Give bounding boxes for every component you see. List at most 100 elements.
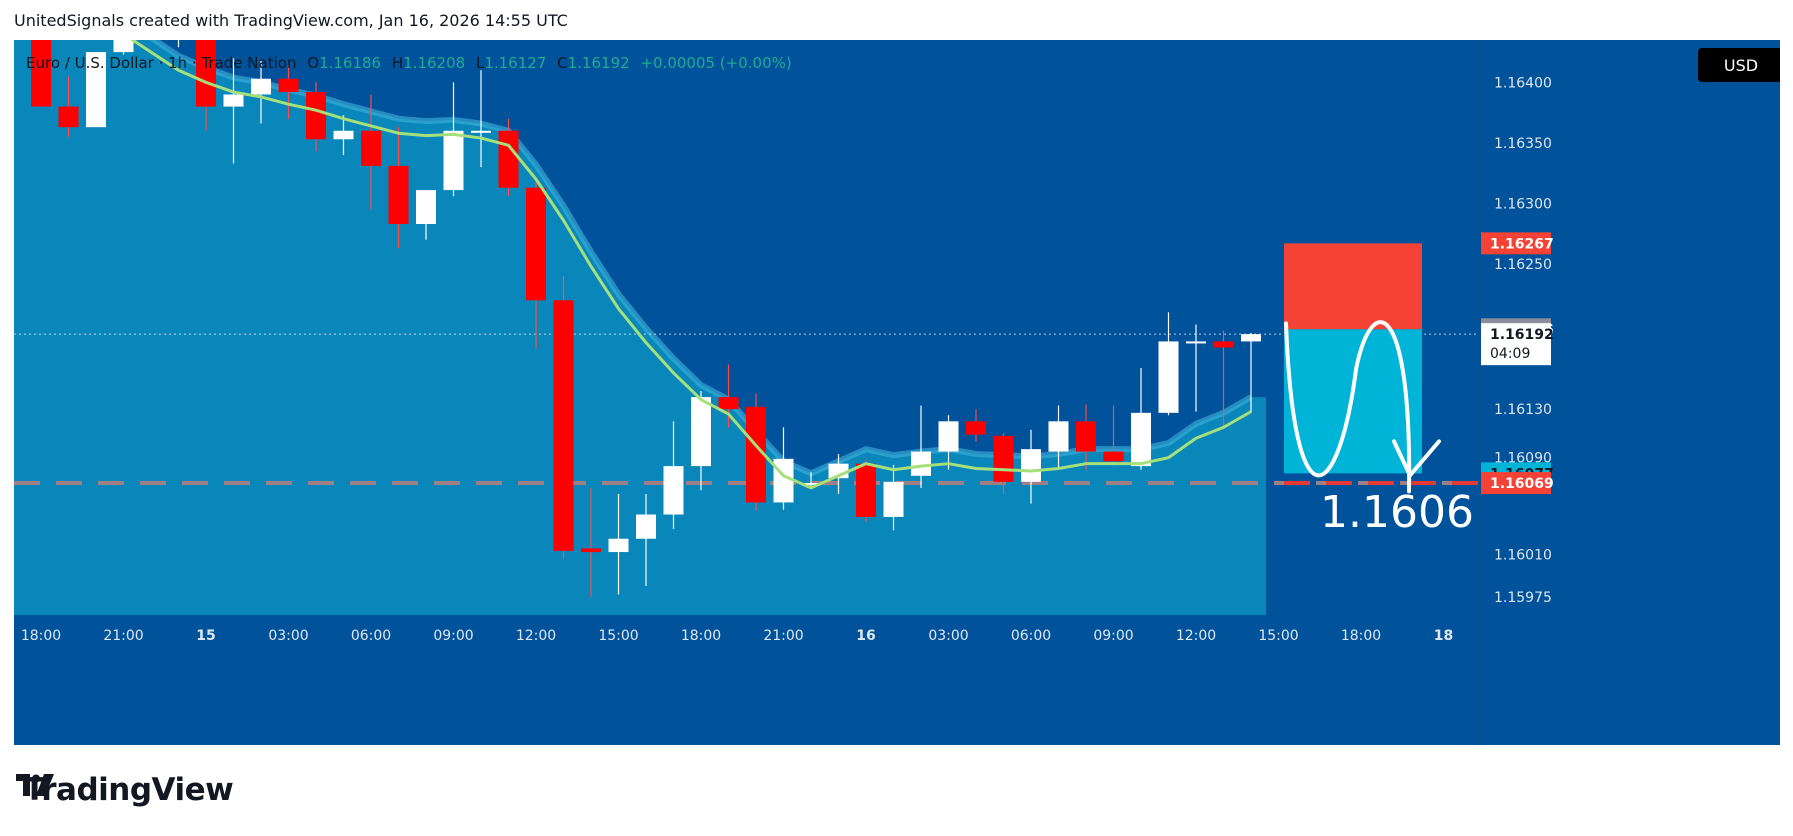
symbol-label: Euro / U.S. Dollar · 1h · Trade Nation: [26, 54, 297, 72]
x-tick-label: 12:00: [516, 628, 556, 644]
candle-35: [966, 409, 986, 442]
candle-body: [581, 548, 601, 553]
candle-body: [801, 483, 821, 486]
chart-header: UnitedSignals created with TradingView.c…: [14, 11, 568, 30]
candle-body: [993, 435, 1014, 482]
candle-44: [1213, 330, 1234, 427]
candle-4: [113, 40, 134, 55]
candle-19: [526, 181, 546, 349]
stop-price-label: 1.16267: [1481, 232, 1554, 255]
current-price-label-countdown: 04:09: [1490, 346, 1530, 362]
candle-43: [1186, 324, 1206, 412]
y-tick-label: 1.16130: [1494, 402, 1552, 418]
x-tick-label: 18:00: [681, 628, 721, 644]
candle-body: [608, 538, 629, 553]
change-value: +0.00005 (+0.00%): [640, 54, 792, 72]
ma-band-edge: [149, 40, 1253, 477]
candle-29: [801, 472, 821, 488]
candle-39: [1076, 404, 1096, 470]
candle-body: [663, 466, 684, 515]
candle-8: [223, 58, 244, 164]
candle-10: [278, 65, 299, 119]
x-tick-label: 06:00: [1011, 628, 1051, 644]
candle-body: [773, 458, 794, 503]
candle-32: [883, 464, 904, 531]
open-value: 1.16186: [319, 54, 382, 72]
open-label: O: [307, 54, 320, 72]
x-tick-label: 21:00: [103, 628, 143, 644]
candle-body: [361, 130, 381, 166]
x-tick-label: 03:00: [928, 628, 968, 644]
current-price-label-bg: [1481, 323, 1551, 366]
low-label: L: [475, 54, 485, 72]
candle-body: [966, 421, 986, 435]
moving-average-line: [129, 40, 1252, 490]
candle-body: [31, 40, 51, 107]
candle-body: [306, 92, 326, 140]
candle-body: [1076, 421, 1096, 452]
x-tick-label: 03:00: [268, 628, 308, 644]
candle-body: [278, 78, 299, 93]
x-tick-label: 16: [856, 628, 875, 644]
candle-body: [416, 190, 436, 224]
candle-body: [911, 451, 931, 476]
candle-7: [196, 40, 216, 131]
candle-31: [856, 460, 876, 522]
x-tick-label: 06:00: [351, 628, 391, 644]
candle-12: [333, 115, 354, 155]
y-tick-label: 1.16250: [1494, 257, 1552, 273]
high-value: 1.16208: [403, 54, 466, 72]
x-tick-label: 15:00: [598, 628, 638, 644]
candle-22: [608, 493, 629, 595]
chart-area[interactable]: 1.1606 1.15975 1.16010 1.16090 1.16130 1.1625…: [14, 40, 1780, 745]
candle-body: [636, 514, 656, 539]
projection-arrow: [1392, 439, 1441, 478]
candlestick-chart[interactable]: 1.16061.159751.160101.160901.161301.1625…: [14, 40, 1780, 745]
y-tick-label: 1.16010: [1494, 547, 1552, 563]
close-value: 1.16192: [567, 54, 630, 72]
x-tick-label: 15:00: [1258, 628, 1298, 644]
currency-button[interactable]: USD: [1698, 48, 1780, 82]
target-price-label: 1.16069: [1481, 472, 1554, 495]
brand-logo: TradingView: [16, 772, 234, 808]
low-value: 1.16127: [484, 54, 547, 72]
candle-45: [1241, 332, 1261, 413]
y-tick-label: 1.15975: [1494, 590, 1552, 606]
target-annotation: 1.1606: [1320, 487, 1474, 538]
candle-body: [718, 397, 739, 410]
candle-body: [333, 130, 354, 140]
brand-name: TradingView: [24, 772, 234, 808]
x-tick-label: 18:00: [1341, 628, 1381, 644]
candle-body: [856, 463, 876, 517]
y-tick-label: 1.16350: [1494, 136, 1552, 152]
x-tick-label: 09:00: [433, 628, 473, 644]
x-tick-label: 12:00: [1176, 628, 1216, 644]
candle-3: [86, 52, 106, 128]
y-tick-label: 1.16300: [1494, 196, 1552, 212]
candle-17: [471, 70, 491, 168]
candle-27: [746, 393, 766, 511]
candle-24: [663, 421, 684, 530]
candle-body: [1241, 334, 1261, 342]
candle-40: [1103, 405, 1124, 467]
candle-body: [58, 106, 79, 128]
x-tick-label: 21:00: [763, 628, 803, 644]
candle-6: [177, 40, 180, 48]
high-label: H: [391, 54, 404, 72]
candle-26: [718, 364, 739, 428]
x-tick-label: 09:00: [1093, 628, 1133, 644]
candle-23: [636, 493, 656, 586]
candle-21: [581, 487, 601, 597]
candle-37: [1021, 429, 1041, 504]
stop-price-label-bg: [1481, 232, 1551, 255]
candle-body: [388, 165, 409, 224]
candle-body: [938, 421, 959, 452]
candle-25: [691, 391, 711, 491]
x-tick-label: 18:00: [21, 628, 61, 644]
candle-body: [1021, 449, 1041, 482]
candle-body: [553, 300, 574, 551]
candle-34: [938, 415, 959, 470]
candle-body: [1186, 341, 1206, 344]
candle-2: [58, 76, 79, 137]
candle-14: [388, 127, 409, 249]
